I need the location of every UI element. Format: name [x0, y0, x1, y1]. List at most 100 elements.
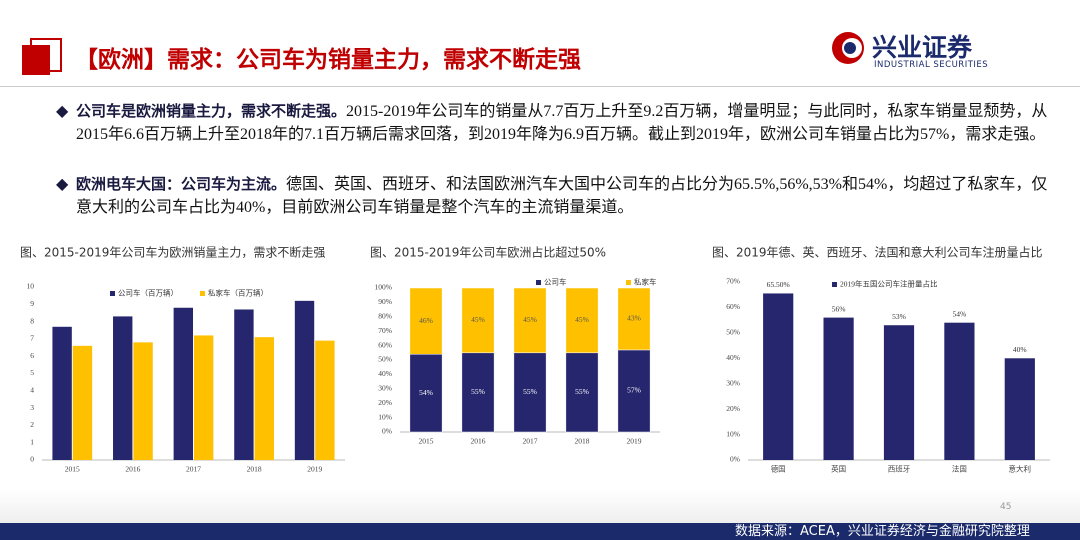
bullet-text: 德国、英国、西班牙、和法国欧洲汽车大国中公司车的占比分为65.5%,56%,53…: [76, 176, 1048, 216]
bar: [763, 293, 794, 460]
bullet-bold: 公司车是欧洲销量主力，需求不断走强。: [76, 102, 347, 120]
footer-bar: [0, 523, 1080, 540]
header-icon-outline: [30, 38, 62, 72]
y-tick-label: 60%: [378, 340, 392, 349]
data-label: 43%: [627, 314, 641, 323]
y-tick-label: 0%: [730, 455, 740, 464]
y-tick-label: 10: [27, 282, 35, 291]
bar-segment: [409, 287, 443, 355]
legend-label: 公司车（百万辆）: [118, 288, 178, 298]
x-tick-label: 西班牙: [888, 464, 911, 474]
chart-title: 图、2015-2019年公司车欧洲占比超过50%: [370, 245, 606, 260]
legend-swatch: [110, 291, 115, 296]
legend-label: 私家车: [634, 277, 657, 287]
y-tick-label: 30%: [378, 384, 392, 393]
x-tick-label: 2015: [419, 437, 434, 446]
data-label: 54%: [953, 309, 967, 318]
y-tick-label: 20%: [726, 404, 740, 413]
y-tick-label: 40%: [726, 353, 740, 362]
bullet: 公司车是欧洲销量主力，需求不断走强。2015-2019年公司车的销量从7.7百万…: [56, 100, 1048, 146]
bar: [294, 300, 315, 460]
bar-segment: [409, 353, 443, 433]
y-tick-label: 80%: [378, 312, 392, 321]
y-tick-label: 70%: [726, 277, 740, 286]
y-tick-label: 1: [30, 437, 34, 446]
y-tick-label: 60%: [726, 302, 740, 311]
legend-swatch: [200, 291, 205, 296]
bar: [113, 316, 133, 460]
data-label: 55%: [471, 387, 485, 396]
x-tick-label: 2016: [471, 437, 486, 446]
bar-segment: [513, 352, 547, 433]
bar-segment: [565, 287, 599, 354]
bar: [173, 307, 194, 460]
x-tick-label: 2018: [247, 465, 262, 474]
legend-label: 公司车: [544, 277, 567, 287]
bar: [823, 317, 854, 460]
bar: [315, 340, 335, 460]
bar: [193, 335, 214, 460]
logo-text: 兴业证券: [872, 33, 973, 62]
bullet: 欧洲电车大国：公司车为主流。德国、英国、西班牙、和法国欧洲汽车大国中公司车的占比…: [56, 173, 1048, 219]
y-tick-label: 100%: [375, 283, 393, 292]
y-tick-label: 4: [30, 386, 34, 395]
data-label: 56%: [832, 304, 846, 313]
x-tick-label: 德国: [771, 464, 786, 474]
legend-label: 2019年五国公司车注册量占比: [840, 279, 938, 289]
bar-segment: [565, 352, 599, 433]
y-tick-label: 30%: [726, 378, 740, 387]
bar: [883, 325, 915, 460]
y-tick-label: 70%: [378, 326, 392, 335]
y-tick-label: 50%: [378, 355, 392, 364]
bar: [1004, 358, 1035, 460]
page-number: 45: [1000, 502, 1012, 512]
data-label: 55%: [523, 387, 537, 396]
skyline: [0, 490, 1080, 523]
x-tick-label: 2019: [627, 437, 642, 446]
y-tick-label: 5: [30, 368, 34, 377]
data-label: 45%: [575, 315, 589, 324]
x-tick-label: 2016: [125, 465, 140, 474]
y-tick-label: 10%: [726, 429, 740, 438]
y-tick-label: 10%: [378, 412, 392, 421]
data-label: 65.50%: [767, 280, 790, 289]
y-tick-label: 6: [30, 351, 34, 360]
legend-label: 私家车（百万辆）: [208, 288, 268, 298]
y-tick-label: 0%: [382, 427, 392, 436]
slide-title: 【欧洲】需求：公司车为销量主力，需求不断走强: [75, 47, 581, 73]
y-tick-label: 50%: [726, 328, 740, 337]
y-tick-label: 3: [30, 403, 34, 412]
data-label: 54%: [419, 388, 433, 397]
data-label: 57%: [627, 386, 641, 395]
chart-title: 图、2015-2019年公司车为欧洲销量主力，需求不断走强: [20, 245, 325, 260]
y-tick-label: 20%: [378, 398, 392, 407]
x-tick-label: 意大利: [1009, 464, 1032, 474]
data-label: 46%: [419, 316, 433, 325]
bar: [72, 345, 93, 460]
x-tick-label: 法国: [952, 464, 967, 474]
y-tick-label: 90%: [378, 297, 392, 306]
data-label: 45%: [471, 315, 485, 324]
x-tick-label: 2017: [523, 437, 538, 446]
data-label: 40%: [1013, 345, 1027, 354]
logo-mark: [832, 32, 864, 64]
bar-segment: [513, 287, 547, 354]
source: 数据来源：ACEA，兴业证券经济与金融研究院整理: [735, 524, 1030, 539]
y-tick-label: 2: [30, 420, 34, 429]
divider: [0, 86, 1080, 87]
x-tick-label: 2015: [65, 465, 80, 474]
y-tick-label: 40%: [378, 369, 392, 378]
bar-segment: [617, 287, 651, 351]
legend-swatch: [536, 280, 541, 285]
bar: [254, 337, 274, 460]
x-tick-label: 2019: [307, 465, 322, 474]
logo-subtext: INDUSTRIAL SECURITIES: [874, 60, 989, 70]
y-tick-label: 7: [30, 334, 34, 343]
bar: [52, 326, 72, 460]
y-tick-label: 8: [30, 316, 34, 325]
y-tick-label: 9: [30, 299, 34, 308]
bullet-bold: 欧洲电车大国：公司车为主流。: [76, 175, 287, 193]
bar: [133, 342, 153, 460]
